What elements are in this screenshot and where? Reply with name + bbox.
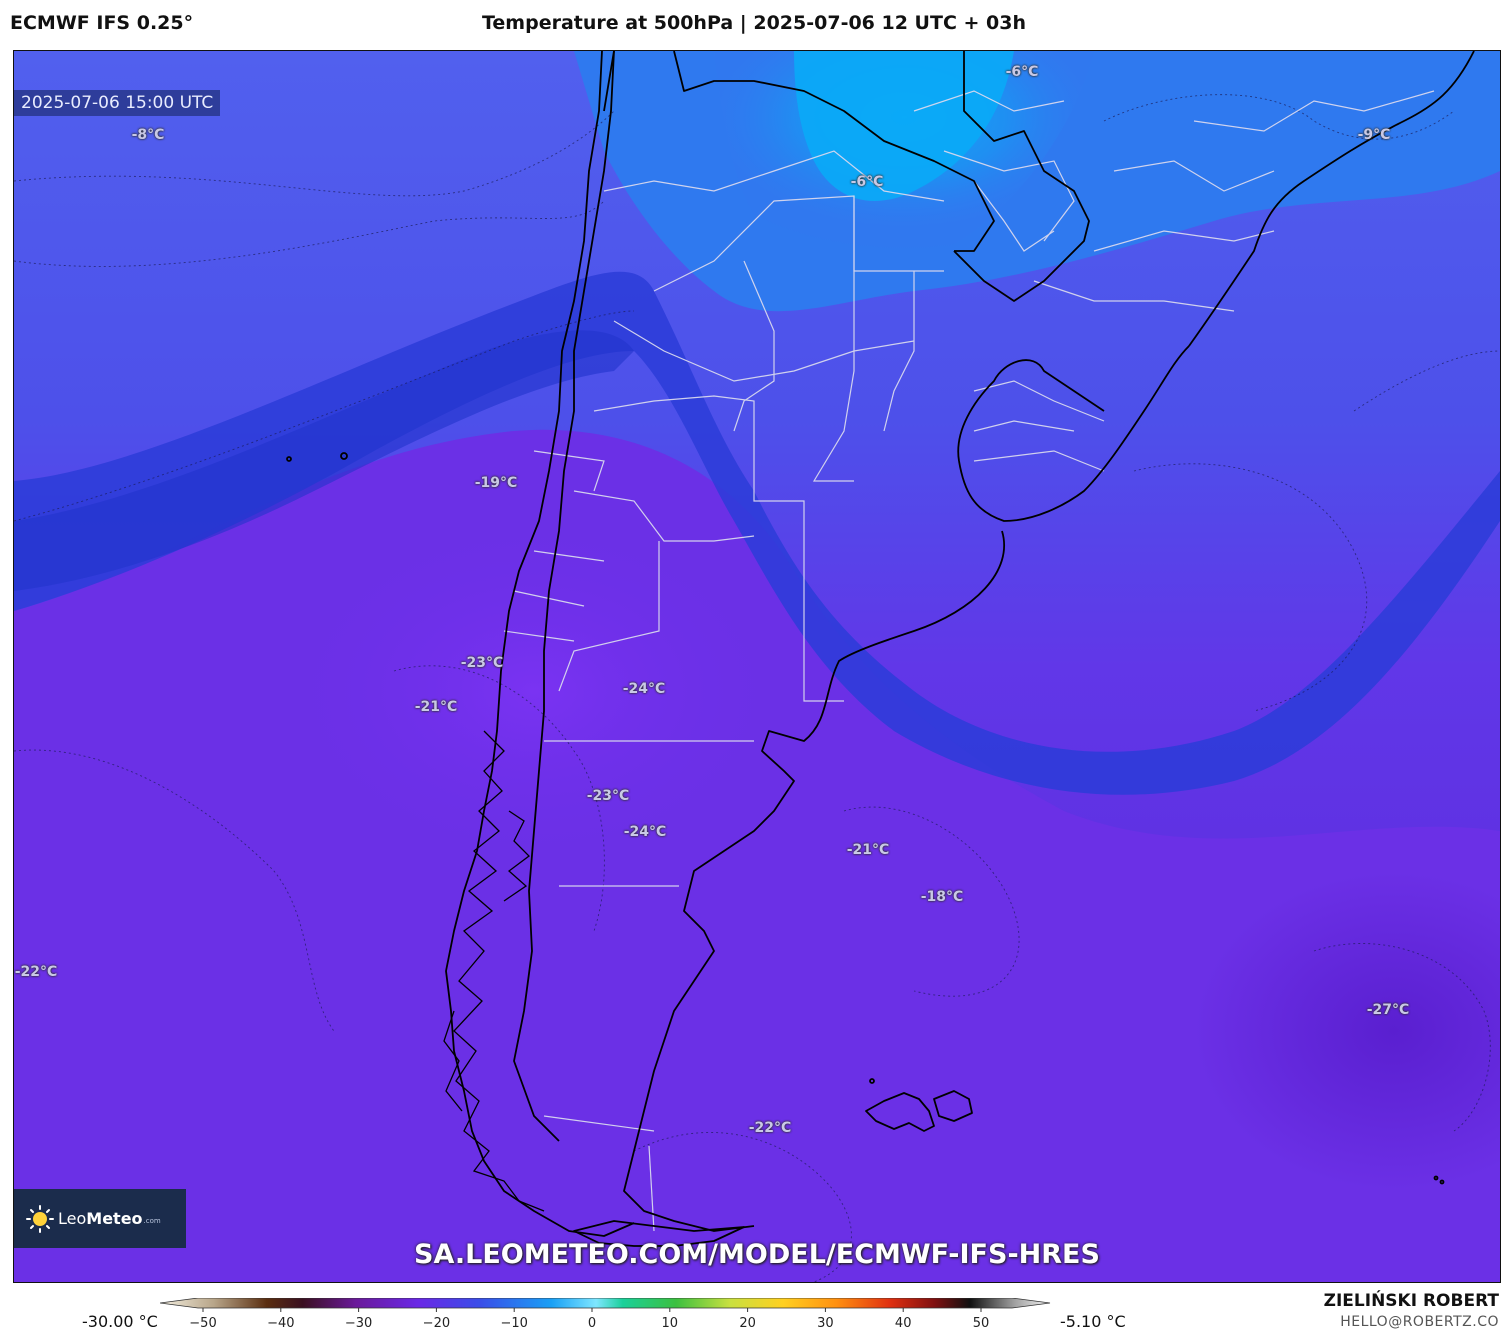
temperature-label: -19°C: [474, 475, 518, 491]
colorbar-tick-label: 10: [662, 1316, 679, 1331]
colorbar-tick-label: −20: [423, 1316, 450, 1331]
colorbar-tick-label: −40: [267, 1316, 294, 1331]
author-email[interactable]: HELLO@ROBERTZ.CO: [1340, 1314, 1499, 1330]
colorbar-tick-label: 20: [739, 1316, 756, 1331]
temperature-label: -8°C: [131, 127, 165, 143]
colorbar-tick-label: −50: [189, 1316, 216, 1331]
temperature-label: -23°C: [586, 788, 630, 804]
temperature-field-map: [14, 51, 1500, 1282]
colorbar-tick-label: −10: [500, 1316, 527, 1331]
temperature-label: -18°C: [920, 889, 964, 905]
temperature-label: -24°C: [622, 681, 666, 697]
map-panel[interactable]: 2025-07-06 15:00 UTC -6°C -8°C -9°C -6°C…: [13, 50, 1501, 1283]
sun-icon: [26, 1204, 54, 1233]
model-name: ECMWF IFS 0.25°: [10, 12, 194, 34]
colorbar-scale: −50 −40 −30 −20 −10 0 10 20 30 40 50: [160, 1298, 1051, 1331]
logo-wordmark: LeoMeteo: [58, 1209, 143, 1228]
temperature-label: -23°C: [460, 655, 504, 671]
colorbar-tick-label: 0: [588, 1316, 596, 1331]
colorbar-tick-label: −30: [345, 1316, 372, 1331]
temperature-label: -9°C: [1357, 127, 1391, 143]
colorbar-tick-label: 40: [895, 1316, 912, 1331]
leometeo-logo[interactable]: LeoMeteo .com: [14, 1189, 186, 1248]
temperature-label: -24°C: [623, 824, 667, 840]
temperature-label: -6°C: [850, 174, 884, 190]
logo-tld: .com: [143, 1217, 161, 1225]
temperature-label: -6°C: [1005, 64, 1039, 80]
author-credit: ZIELIŃSKI ROBERT: [1323, 1291, 1499, 1311]
valid-time-label: 2025-07-06 15:00 UTC: [14, 90, 221, 116]
colorbar-tick-label: 30: [817, 1316, 834, 1331]
colorbar: -30.00 °C: [0, 1290, 1508, 1339]
colorbar-max-label: -5.10 °C: [1060, 1312, 1126, 1331]
watermark-url: SA.LEOMETEO.COM/MODEL/ECMWF-IFS-HRES: [414, 1239, 1100, 1270]
temperature-label: -21°C: [846, 842, 890, 858]
temperature-label: -22°C: [14, 964, 58, 980]
colorbar-tick-label: 50: [973, 1316, 990, 1331]
temperature-label: -27°C: [1366, 1002, 1410, 1018]
temperature-label: -22°C: [748, 1120, 792, 1136]
map-title: Temperature at 500hPa | 2025-07-06 12 UT…: [481, 12, 1027, 34]
colorbar-min-label: -30.00 °C: [82, 1312, 158, 1331]
temperature-label: -21°C: [414, 699, 458, 715]
